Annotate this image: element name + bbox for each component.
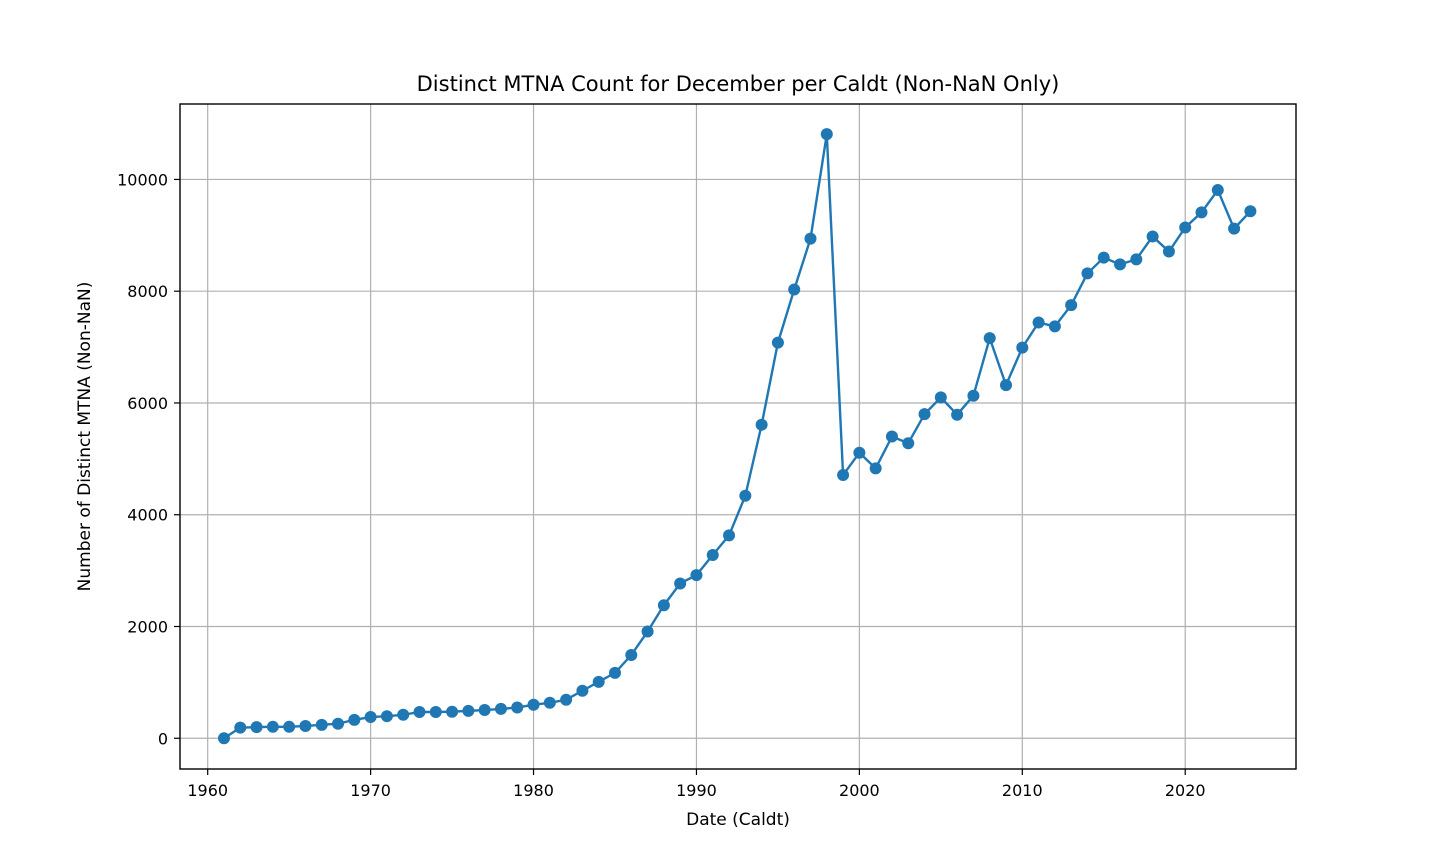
- data-point: [592, 675, 605, 688]
- y-axis-label: Number of Distinct MTNA (Non-NaN): [75, 282, 95, 592]
- data-point: [234, 721, 247, 734]
- plot-area-frame: [179, 103, 1297, 770]
- data-point: [1130, 253, 1143, 266]
- x-tick-label: 1970: [350, 781, 391, 800]
- data-point: [739, 489, 752, 502]
- x-axis-label: Date (Caldt): [686, 810, 790, 830]
- data-point: [951, 408, 964, 421]
- x-tick-label: 2000: [839, 781, 880, 800]
- data-point: [576, 684, 589, 697]
- data-point: [608, 666, 621, 679]
- data-point: [511, 701, 524, 714]
- y-tick-label: 8000: [127, 282, 168, 301]
- data-point: [1146, 230, 1159, 243]
- data-point: [1179, 221, 1192, 234]
- data-point: [918, 408, 931, 421]
- data-point: [1162, 245, 1175, 258]
- data-point: [625, 649, 638, 661]
- data-point: [755, 418, 768, 431]
- grid-lines: [180, 104, 1296, 769]
- y-tick-label: 2000: [127, 618, 168, 637]
- y-tick-label: 10000: [117, 170, 168, 189]
- y-tick-label: 0: [158, 729, 168, 748]
- data-point: [1228, 222, 1241, 235]
- data-point: [934, 391, 947, 404]
- x-tick-label: 2020: [1165, 781, 1206, 800]
- x-tick-label: 2010: [1002, 781, 1043, 800]
- data-point: [983, 332, 996, 345]
- data-point: [967, 389, 980, 402]
- data-point: [364, 711, 377, 724]
- data-point: [462, 704, 475, 717]
- y-tick-label: 4000: [127, 506, 168, 525]
- data-point: [332, 717, 345, 730]
- data-point: [723, 529, 736, 542]
- data-point: [1195, 206, 1208, 219]
- data-point: [397, 708, 410, 721]
- data-point: [771, 336, 784, 349]
- data-point: [674, 577, 687, 590]
- data-point: [690, 569, 703, 582]
- data-point: [1081, 267, 1094, 280]
- chart-title: Distinct MTNA Count for December per Cal…: [417, 72, 1060, 96]
- data-point: [804, 232, 817, 245]
- data-point: [250, 721, 263, 734]
- data-point: [1114, 258, 1127, 271]
- data-point: [299, 719, 312, 732]
- series-line: [223, 132, 1252, 740]
- data-point: [820, 128, 833, 141]
- data-point: [902, 437, 915, 450]
- data-point: [788, 283, 801, 296]
- data-point: [885, 430, 898, 443]
- data-point: [853, 446, 866, 459]
- data-point: [283, 720, 296, 733]
- data-point: [641, 625, 654, 638]
- data-point: [560, 693, 573, 706]
- data-point: [1016, 341, 1029, 354]
- x-tick-label: 1960: [187, 781, 228, 800]
- data-point: [869, 462, 882, 475]
- data-point: [446, 705, 459, 718]
- data-point: [1048, 320, 1061, 333]
- x-tick-label: 1990: [676, 781, 717, 800]
- data-point: [657, 599, 670, 612]
- data-point: [413, 706, 426, 718]
- data-point: [348, 713, 361, 726]
- data-point: [315, 718, 328, 731]
- axis-ticks: 1960 1970 1980 1990 2000 2010 2020 0 2000 4000 600…: [117, 170, 1205, 800]
- x-tick-label: 1980: [513, 781, 554, 800]
- data-point: [1211, 184, 1224, 197]
- data-point: [543, 696, 556, 709]
- data-point: [478, 704, 491, 717]
- series-mtna-count: [217, 128, 1257, 745]
- data-point: [527, 698, 540, 711]
- data-point: [706, 548, 719, 561]
- data-point: [266, 720, 279, 733]
- data-point: [217, 732, 230, 745]
- y-tick-label: 6000: [127, 394, 168, 413]
- data-point: [1097, 251, 1110, 264]
- data-point: [494, 702, 507, 715]
- data-point: [380, 710, 393, 723]
- data-point: [837, 469, 850, 482]
- data-point: [1032, 316, 1045, 329]
- data-point: [1065, 299, 1078, 312]
- data-point: [429, 706, 442, 718]
- data-point: [1244, 205, 1257, 218]
- data-point: [1000, 379, 1013, 392]
